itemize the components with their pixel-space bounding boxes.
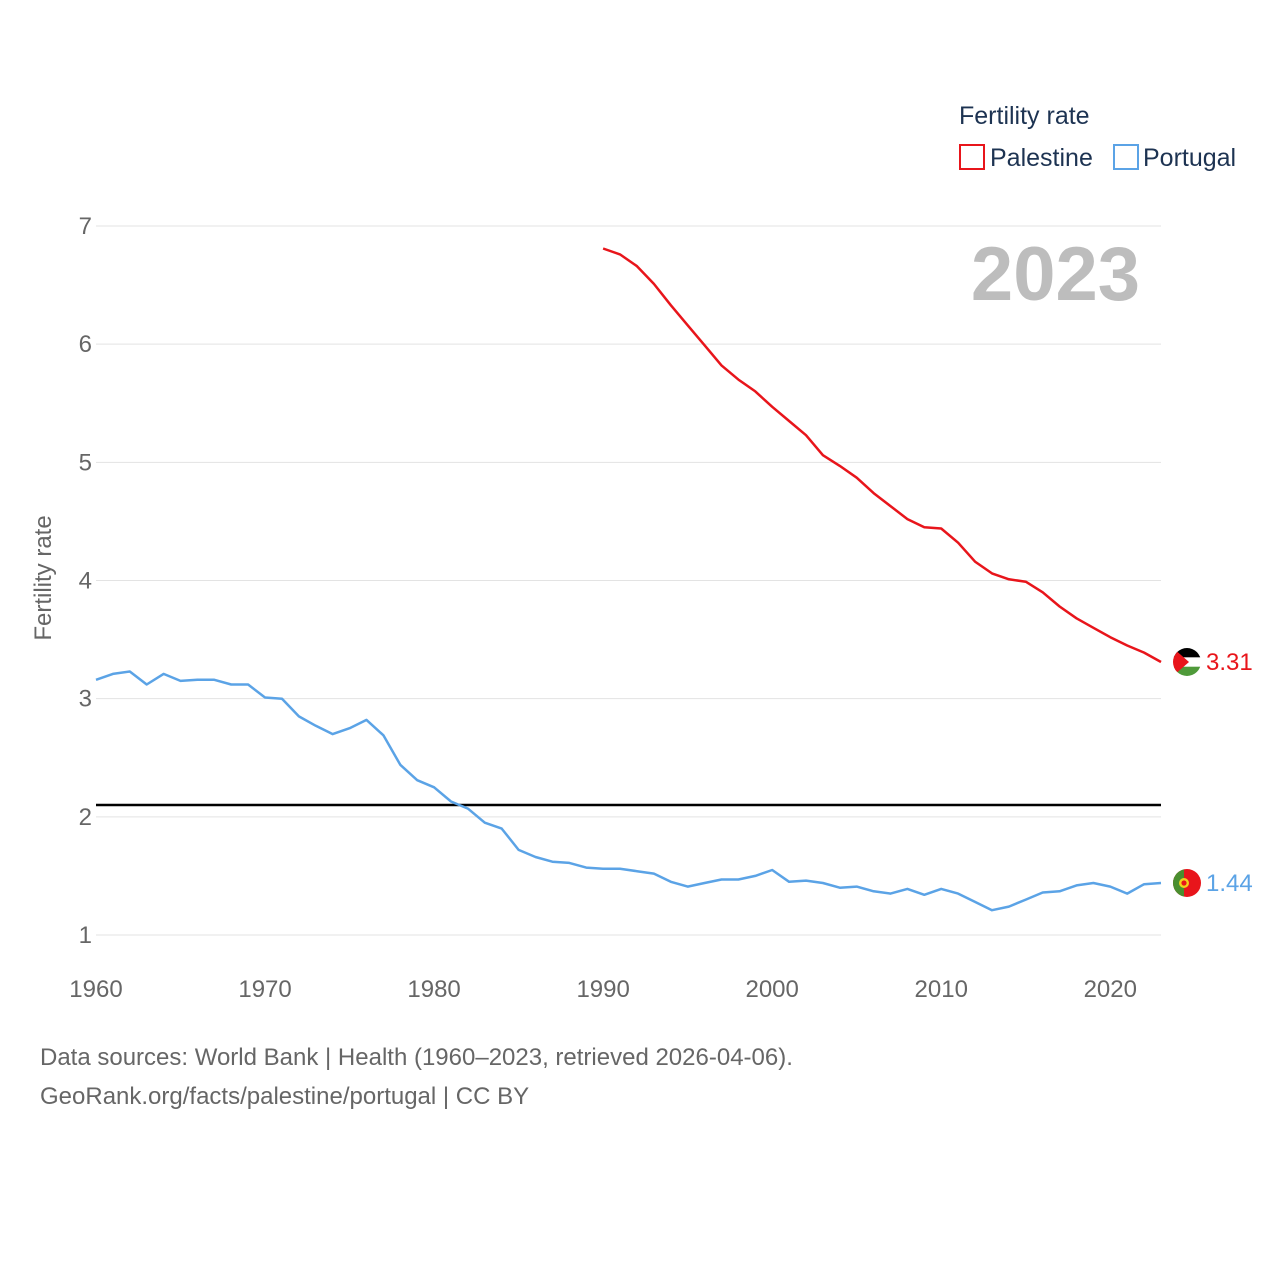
y-tick-label: 2 — [79, 804, 92, 831]
series-line-portugal — [95, 670, 1162, 912]
footer-sources: Data sources: World Bank | Health (1960–… — [40, 1044, 793, 1071]
x-tick-label: 1990 — [576, 976, 629, 1003]
x-tick-label: 2000 — [745, 976, 798, 1003]
y-tick-label: 5 — [79, 449, 92, 476]
portugal-flag-icon — [1173, 869, 1201, 897]
x-tick-label: 1980 — [407, 976, 460, 1003]
series-line-palestine — [602, 247, 1162, 664]
x-tick-label: 1960 — [69, 976, 122, 1003]
series-lines — [95, 247, 1162, 912]
legend-title: Fertility rate — [959, 102, 1090, 130]
palestine-flag-icon — [1173, 648, 1201, 676]
end-label-portugal: 1.44 — [1206, 870, 1253, 897]
y-tick-label: 3 — [79, 686, 92, 713]
x-tick-label: 1970 — [238, 976, 291, 1003]
x-tick-label: 2020 — [1084, 976, 1137, 1003]
legend-swatch-palestine — [959, 144, 985, 170]
year-label: 2023 — [971, 232, 1140, 317]
legend-label-portugal: Portugal — [1143, 144, 1236, 172]
footer-credit: GeoRank.org/facts/palestine/portugal | C… — [40, 1083, 530, 1110]
legend: Fertility rate Palestine Portugal — [959, 102, 1236, 172]
y-tick-label: 1 — [79, 922, 92, 949]
y-tick-label: 7 — [79, 213, 92, 240]
legend-swatch-portugal — [1113, 144, 1139, 170]
x-tick-label: 2010 — [915, 976, 968, 1003]
y-axis-title: Fertility rate — [30, 515, 57, 640]
y-tick-label: 4 — [79, 568, 92, 595]
y-axis-ticks: 1 2 3 4 5 6 7 — [79, 213, 92, 949]
x-axis-ticks: 1960 1970 1980 1990 2000 2010 2020 — [69, 976, 1137, 1003]
gridlines — [96, 225, 1161, 936]
y-tick-label: 6 — [79, 331, 92, 358]
end-label-palestine: 3.31 — [1206, 649, 1253, 676]
legend-label-palestine: Palestine — [990, 144, 1093, 172]
